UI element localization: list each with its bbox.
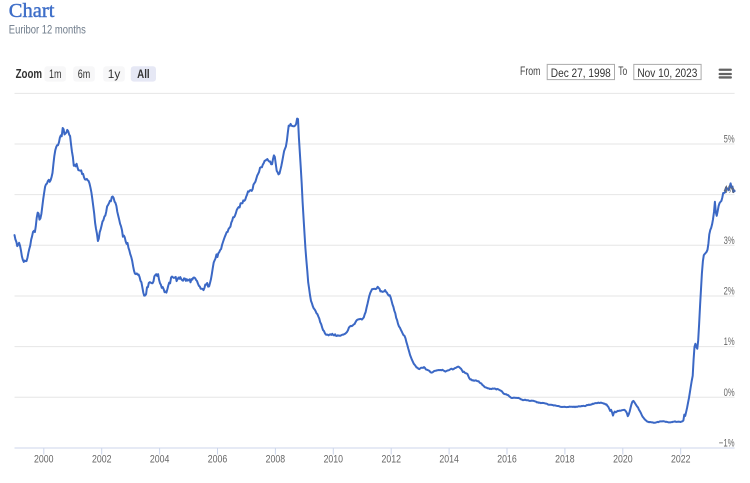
svg-text:2018: 2018 — [555, 454, 575, 466]
svg-text:2008: 2008 — [266, 454, 286, 466]
svg-text:−1%: −1% — [719, 437, 735, 449]
svg-text:1%: 1% — [724, 336, 735, 348]
svg-text:2014: 2014 — [439, 454, 459, 466]
svg-text:6m: 6m — [78, 69, 91, 81]
svg-text:From: From — [520, 66, 541, 78]
svg-text:2012: 2012 — [381, 454, 401, 466]
svg-text:Euribor 12 months: Euribor 12 months — [9, 23, 86, 37]
svg-text:3%: 3% — [724, 235, 735, 247]
svg-text:2006: 2006 — [208, 454, 228, 466]
svg-text:5%: 5% — [724, 134, 735, 146]
svg-text:2004: 2004 — [150, 454, 170, 466]
svg-text:Dec 27, 1998: Dec 27, 1998 — [551, 66, 611, 80]
svg-text:2%: 2% — [724, 285, 735, 297]
svg-text:1m: 1m — [49, 69, 62, 81]
svg-text:0%: 0% — [724, 387, 735, 399]
svg-text:Chart: Chart — [9, 0, 55, 22]
svg-text:To: To — [618, 66, 627, 78]
svg-text:2000: 2000 — [34, 454, 54, 466]
svg-text:2010: 2010 — [324, 454, 344, 466]
svg-text:2020: 2020 — [613, 454, 633, 466]
svg-text:Nov 10, 2023: Nov 10, 2023 — [637, 66, 697, 80]
svg-text:2022: 2022 — [671, 454, 691, 466]
svg-text:1y: 1y — [108, 69, 121, 81]
svg-text:2016: 2016 — [497, 454, 517, 466]
svg-text:Zoom: Zoom — [16, 67, 42, 81]
svg-text:4%: 4% — [724, 184, 735, 196]
svg-text:2002: 2002 — [92, 454, 112, 466]
svg-text:All: All — [137, 69, 150, 81]
